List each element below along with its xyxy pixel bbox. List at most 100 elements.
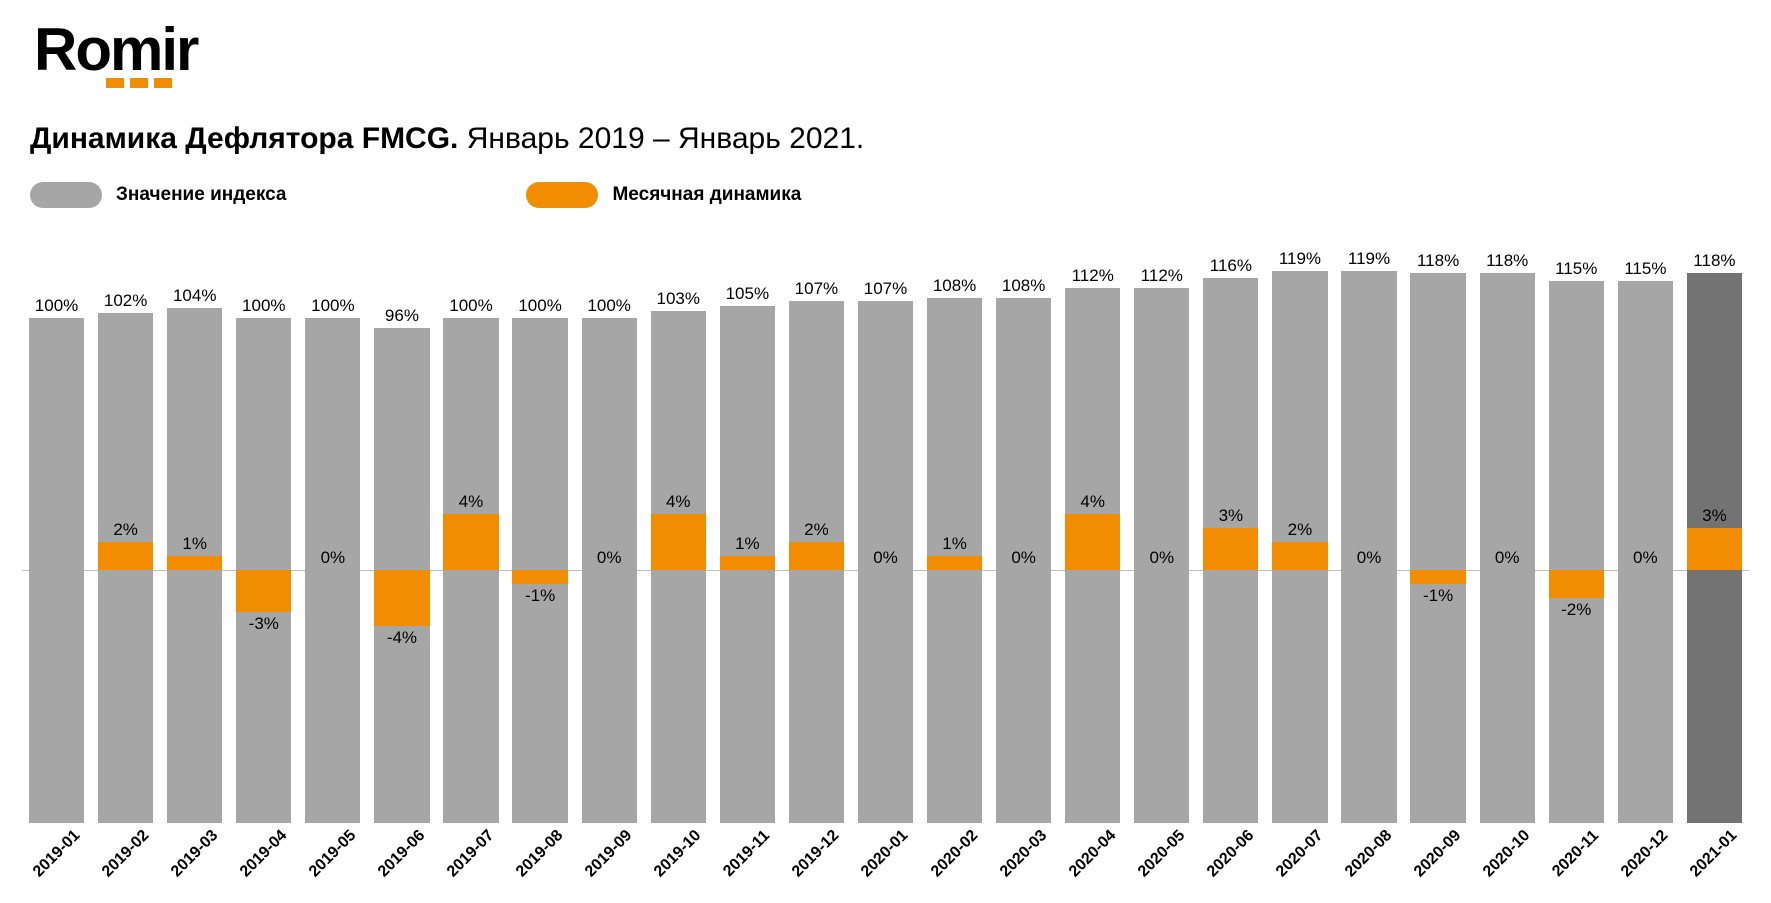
- x-axis-label: 2020-09: [1404, 823, 1473, 903]
- logo-dot-icon: [130, 78, 148, 88]
- index-value-label: 118%: [1473, 251, 1542, 271]
- dynamic-value-label: -3%: [229, 614, 298, 634]
- dynamic-value-label: 0%: [1127, 548, 1196, 568]
- dynamic-value-label: 0%: [989, 548, 1058, 568]
- chart-column: 107% 2%: [782, 268, 851, 823]
- x-axis-label: 2019-09: [575, 823, 644, 903]
- index-value-label: 115%: [1611, 259, 1680, 279]
- index-value-label: 108%: [920, 276, 989, 296]
- dynamic-bar: [1549, 570, 1604, 598]
- dynamic-value-label: 2%: [91, 520, 160, 540]
- dynamic-bar: [443, 514, 498, 570]
- index-bar: [1410, 273, 1465, 823]
- chart-title: Динамика Дефлятора FMCG. Январь 2019 – Я…: [30, 122, 1741, 156]
- page-root: Romir Динамика Дефлятора FMCG. Январь 20…: [0, 0, 1771, 903]
- chart-column: 105%1%: [713, 268, 782, 823]
- x-axis-label: 2020-04: [1058, 823, 1127, 903]
- dynamic-value-label: 3%: [1196, 506, 1265, 526]
- x-axis-label: 2020-02: [920, 823, 989, 903]
- chart-column: 108% 0%: [989, 268, 1058, 823]
- x-axis-label: 2020-03: [989, 823, 1058, 903]
- chart-column: 119%0%: [1334, 268, 1403, 823]
- x-axis-label: 2019-01: [22, 823, 91, 903]
- index-bar: [29, 318, 84, 823]
- index-value-label: 115%: [1542, 259, 1611, 279]
- chart-column: 100%: [22, 268, 91, 823]
- legend-item-dynamic: Месячная динамика: [526, 182, 801, 208]
- index-value-label: 100%: [436, 296, 505, 316]
- dynamic-bar: [167, 556, 222, 570]
- index-value-label: 116%: [1196, 256, 1265, 276]
- chart-column: 112% 0%: [1127, 268, 1196, 823]
- chart-title-bold: Динамика Дефлятора FMCG.: [30, 122, 458, 155]
- index-value-label: 107%: [851, 279, 920, 299]
- dynamic-bar: [927, 556, 982, 570]
- chart-column: 100% 0%: [298, 268, 367, 823]
- logo: Romir: [34, 20, 1741, 88]
- dynamic-bar: [789, 542, 844, 570]
- legend: Значение индекса Месячная динамика: [30, 182, 1741, 208]
- x-axis-label: 2019-02: [91, 823, 160, 903]
- chart-column: 100%4%: [436, 268, 505, 823]
- index-value-label: 100%: [298, 296, 367, 316]
- dynamic-bar: [720, 556, 775, 570]
- dynamic-value-label: 0%: [1611, 548, 1680, 568]
- x-axis-label: 2020-12: [1611, 823, 1680, 903]
- dynamic-value-label: 2%: [1265, 520, 1334, 540]
- chart-column: 115%0%: [1611, 268, 1680, 823]
- x-axis-label: 2020-05: [1127, 823, 1196, 903]
- x-axis-label: 2019-10: [644, 823, 713, 903]
- logo-dot-icon: [106, 78, 124, 88]
- x-axis-label: 2020-07: [1265, 823, 1334, 903]
- chart-column: 100%0%: [575, 268, 644, 823]
- dynamic-bar: [1203, 528, 1258, 570]
- index-value-label: 103%: [644, 289, 713, 309]
- dynamic-value-label: 1%: [160, 534, 229, 554]
- index-value-label: 96%: [367, 306, 436, 326]
- chart-bars: 100%102%2%104%1%100%-3%100%0%96%-4%100%4…: [22, 268, 1749, 823]
- chart-area: 100%102%2%104%1%100%-3%100%0%96%-4%100%4…: [22, 268, 1749, 823]
- index-bar: [305, 318, 360, 823]
- dynamic-value-label: -1%: [506, 586, 575, 606]
- x-axis-label: 2019-07: [436, 823, 505, 903]
- x-axis-label: 2019-11: [713, 823, 782, 903]
- dynamic-value-label: 4%: [1058, 492, 1127, 512]
- x-axis-label: 2021-01: [1680, 823, 1749, 903]
- dynamic-value-label: 0%: [298, 548, 367, 568]
- index-bar: [582, 318, 637, 823]
- dynamic-value-label: 1%: [713, 534, 782, 554]
- index-value-label: 100%: [575, 296, 644, 316]
- x-axis-label: 2020-11: [1542, 823, 1611, 903]
- dynamic-bar: [236, 570, 291, 612]
- index-value-label: 119%: [1265, 249, 1334, 269]
- x-axis-label: 2019-03: [160, 823, 229, 903]
- dynamic-value-label: 0%: [1473, 548, 1542, 568]
- dynamic-value-label: 1%: [920, 534, 989, 554]
- logo-dots: [106, 78, 1741, 88]
- dynamic-value-label: 4%: [644, 492, 713, 512]
- chart-column: 119%2%: [1265, 268, 1334, 823]
- index-value-label: 107%: [782, 279, 851, 299]
- dynamic-value-label: 3%: [1680, 506, 1749, 526]
- legend-item-index: Значение индекса: [30, 182, 286, 208]
- x-axis-label: 2019-06: [367, 823, 436, 903]
- chart-column: 112% 4%: [1058, 268, 1127, 823]
- dynamic-bar: [512, 570, 567, 584]
- index-value-label: 118%: [1404, 251, 1473, 271]
- x-axis-label: 2019-08: [506, 823, 575, 903]
- dynamic-bar: [374, 570, 429, 626]
- index-value-label: 112%: [1127, 266, 1196, 286]
- dynamic-value-label: -2%: [1542, 600, 1611, 620]
- chart-column: 102%2%: [91, 268, 160, 823]
- dynamic-bar: [1272, 542, 1327, 570]
- index-value-label: 100%: [229, 296, 298, 316]
- index-value-label: 108%: [989, 276, 1058, 296]
- legend-label-dynamic: Месячная динамика: [612, 184, 801, 206]
- x-axis-label: 2019-04: [229, 823, 298, 903]
- index-value-label: 112%: [1058, 266, 1127, 286]
- chart-column: 118%0%: [1473, 268, 1542, 823]
- dynamic-value-label: 2%: [782, 520, 851, 540]
- index-value-label: 119%: [1334, 249, 1403, 269]
- dynamic-value-label: 0%: [1334, 548, 1403, 568]
- dynamic-bar: [651, 514, 706, 570]
